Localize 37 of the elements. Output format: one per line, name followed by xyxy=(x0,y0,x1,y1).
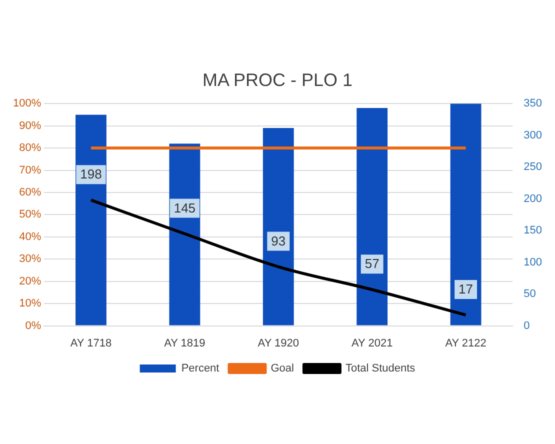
y2-tick-label: 200 xyxy=(524,192,542,205)
bar xyxy=(450,104,482,326)
data-label: 93 xyxy=(271,233,286,248)
legend-label: Total Students xyxy=(345,362,416,375)
y-tick-label: 20% xyxy=(19,275,42,288)
y2-tick-label: 300 xyxy=(524,129,542,142)
y2-tick-label: 100 xyxy=(524,256,542,268)
y-tick-label: 100% xyxy=(12,98,42,110)
y2-tick-label: 250 xyxy=(524,161,542,174)
y2-tick-label: 150 xyxy=(524,224,542,237)
x-tick-label: AY 2021 xyxy=(352,337,393,350)
chart-title: MA PROC - PLO 1 xyxy=(202,70,353,90)
bar xyxy=(262,128,294,326)
y2-tick-label: 0 xyxy=(524,320,530,332)
y-tick-label: 70% xyxy=(19,164,42,176)
legend-label: Goal xyxy=(270,362,294,375)
data-label: 57 xyxy=(364,256,380,272)
data-label: 198 xyxy=(80,166,102,182)
y-tick-label: 30% xyxy=(19,253,42,266)
y2-tick-label: 50 xyxy=(524,288,536,300)
bar xyxy=(76,114,106,326)
x-tick-label: AY 1718 xyxy=(70,337,112,350)
y-tick-label: 10% xyxy=(19,298,42,310)
legend-label: Percent xyxy=(181,362,220,375)
data-label: 145 xyxy=(174,200,196,216)
y-tick-label: 0% xyxy=(25,320,42,332)
x-tick-label: AY 2122 xyxy=(445,337,486,350)
x-tick-label: AY 1920 xyxy=(258,337,299,350)
y2-tick-label: 350 xyxy=(524,98,542,110)
data-label: 17 xyxy=(458,282,474,297)
y-tick-label: 50% xyxy=(19,208,42,221)
bar xyxy=(356,108,388,326)
y-tick-label: 90% xyxy=(19,120,42,132)
y-tick-label: 80% xyxy=(19,142,42,154)
y-tick-label: 60% xyxy=(19,186,42,199)
y-tick-label: 40% xyxy=(19,230,42,243)
x-tick-label: AY 1819 xyxy=(164,337,206,350)
